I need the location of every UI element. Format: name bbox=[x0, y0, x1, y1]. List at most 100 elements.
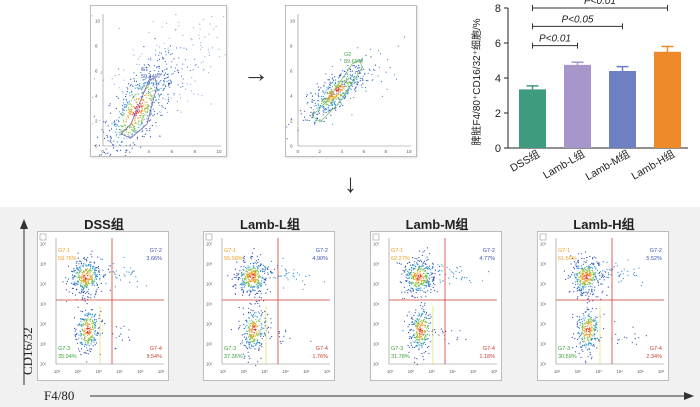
x-tick-label: 10⁶ bbox=[324, 369, 331, 374]
event-dot bbox=[322, 91, 324, 93]
event-dot bbox=[84, 297, 86, 300]
event-dot bbox=[105, 273, 107, 276]
event-dot bbox=[135, 113, 137, 115]
event-dot bbox=[136, 110, 138, 113]
event-dot bbox=[423, 280, 425, 282]
event-dot bbox=[148, 355, 150, 357]
event-dot bbox=[422, 343, 424, 345]
event-dot bbox=[126, 271, 128, 273]
event-dot bbox=[432, 266, 434, 268]
event-dot bbox=[361, 69, 363, 71]
event-dot bbox=[323, 100, 326, 102]
event-dot bbox=[134, 107, 136, 109]
event-dot bbox=[415, 288, 417, 290]
event-dot bbox=[430, 341, 432, 343]
event-dot bbox=[90, 320, 92, 322]
event-dot bbox=[88, 296, 90, 298]
event-dot bbox=[330, 92, 332, 94]
event-dot bbox=[342, 104, 344, 106]
event-dot bbox=[591, 257, 594, 259]
event-dot bbox=[410, 344, 412, 346]
event-dot bbox=[243, 272, 245, 274]
event-dot bbox=[296, 272, 298, 274]
event-dot bbox=[211, 16, 213, 18]
event-dot bbox=[285, 331, 287, 333]
event-dot bbox=[328, 104, 330, 106]
event-dot bbox=[257, 267, 259, 269]
event-dot bbox=[167, 76, 170, 78]
event-dot bbox=[185, 88, 187, 90]
event-dot bbox=[591, 330, 593, 332]
event-dot bbox=[250, 337, 252, 339]
event-dot bbox=[418, 330, 420, 333]
event-dot bbox=[414, 274, 416, 276]
event-dot bbox=[155, 122, 157, 124]
event-dot bbox=[425, 336, 427, 338]
event-dot bbox=[133, 130, 135, 132]
event-dot bbox=[260, 270, 262, 272]
event-dot bbox=[254, 335, 256, 337]
event-dot bbox=[264, 272, 266, 274]
event-dot bbox=[107, 140, 109, 142]
event-dot bbox=[142, 87, 144, 89]
event-dot bbox=[85, 269, 87, 271]
event-dot bbox=[282, 287, 285, 289]
event-dot bbox=[422, 334, 424, 336]
event-dot bbox=[149, 57, 152, 59]
event-dot bbox=[638, 337, 640, 339]
event-dot bbox=[415, 331, 418, 333]
event-dot bbox=[428, 265, 430, 267]
event-dot bbox=[313, 109, 315, 111]
event-dot bbox=[128, 109, 130, 111]
event-dot bbox=[86, 347, 88, 349]
event-dot bbox=[216, 36, 218, 38]
event-dot bbox=[250, 328, 252, 330]
event-dot bbox=[88, 350, 90, 352]
event-dot bbox=[419, 279, 421, 281]
event-dot bbox=[585, 362, 587, 364]
event-dot bbox=[96, 288, 98, 290]
event-dot bbox=[416, 277, 418, 280]
event-dot bbox=[318, 112, 320, 114]
event-dot bbox=[155, 54, 157, 56]
event-dot bbox=[141, 102, 143, 104]
event-dot bbox=[131, 133, 133, 135]
event-dot bbox=[591, 283, 593, 285]
event-dot bbox=[123, 79, 125, 81]
event-dot bbox=[591, 334, 593, 336]
event-dot bbox=[432, 286, 434, 289]
event-dot bbox=[588, 266, 591, 268]
event-dot bbox=[258, 296, 260, 298]
event-dot bbox=[76, 339, 78, 341]
event-dot bbox=[593, 289, 595, 291]
event-dot bbox=[589, 285, 592, 287]
event-dot bbox=[248, 269, 250, 271]
event-dot bbox=[86, 268, 88, 270]
event-dot bbox=[85, 286, 87, 288]
event-dot bbox=[583, 315, 585, 317]
event-dot bbox=[356, 77, 358, 79]
event-dot bbox=[263, 270, 265, 272]
event-dot bbox=[425, 263, 427, 266]
event-dot bbox=[150, 112, 152, 114]
event-dot bbox=[351, 75, 353, 77]
event-dot bbox=[91, 335, 93, 337]
y-tick-label: 10³ bbox=[540, 322, 547, 327]
event-dot bbox=[260, 293, 262, 295]
event-dot bbox=[267, 273, 269, 275]
event-dot bbox=[416, 279, 418, 281]
event-dot bbox=[267, 272, 269, 274]
event-dot bbox=[249, 324, 252, 327]
event-dot bbox=[253, 248, 255, 250]
event-dot bbox=[590, 329, 592, 331]
event-dot bbox=[148, 120, 150, 122]
y-tick-label: 10⁴ bbox=[206, 302, 213, 307]
event-dot bbox=[589, 272, 591, 275]
event-dot bbox=[127, 88, 129, 90]
event-dot bbox=[414, 319, 416, 321]
event-dot bbox=[250, 336, 252, 338]
event-dot bbox=[581, 276, 583, 278]
event-dot bbox=[178, 57, 180, 59]
event-dot bbox=[94, 313, 96, 315]
event-dot bbox=[86, 313, 88, 315]
